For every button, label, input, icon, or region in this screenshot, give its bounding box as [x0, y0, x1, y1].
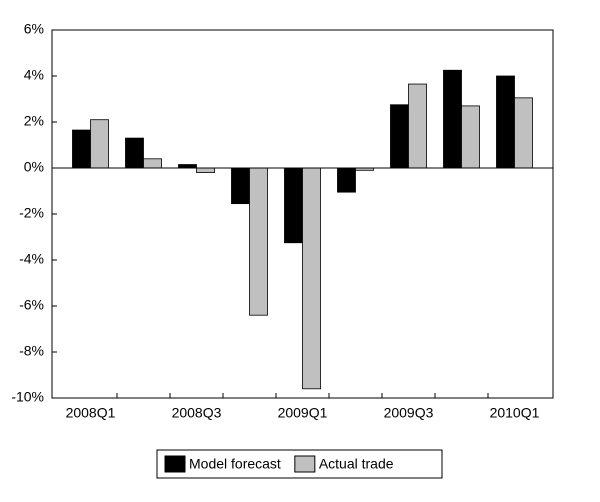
y-tick-label: -6%: [19, 297, 44, 313]
y-tick-label: 0%: [24, 159, 44, 175]
bar: [125, 137, 144, 169]
bar: [249, 167, 268, 316]
bar: [496, 75, 515, 169]
bar: [143, 158, 162, 169]
y-tick-label: -10%: [11, 389, 44, 405]
legend-label: Actual trade: [319, 456, 394, 472]
bar: [196, 167, 215, 173]
bar: [408, 83, 427, 169]
y-tick-label: 6%: [24, 21, 44, 37]
bar: [443, 69, 462, 169]
legend-swatch: [164, 455, 186, 473]
y-tick-label: -2%: [19, 205, 44, 221]
bar: [337, 167, 356, 193]
bar: [231, 167, 250, 205]
y-tick-label: -8%: [19, 343, 44, 359]
bar: [390, 104, 409, 169]
bar: [514, 97, 533, 169]
y-tick-label: 4%: [24, 67, 44, 83]
bar: [461, 105, 480, 169]
legend-swatch: [294, 455, 316, 473]
bar: [72, 129, 91, 169]
x-tick-label: 2009Q3: [384, 405, 434, 421]
y-tick-label: -4%: [19, 251, 44, 267]
x-tick-label: 2010Q1: [490, 405, 540, 421]
legend-label: Model forecast: [189, 456, 281, 472]
x-tick-label: 2009Q1: [278, 405, 328, 421]
bar: [90, 119, 109, 169]
x-tick-label: 2008Q3: [172, 405, 222, 421]
bar: [284, 167, 303, 244]
x-tick-label: 2008Q1: [66, 405, 116, 421]
bar: [302, 167, 321, 390]
y-tick-label: 2%: [24, 113, 44, 129]
bar: [178, 164, 197, 169]
